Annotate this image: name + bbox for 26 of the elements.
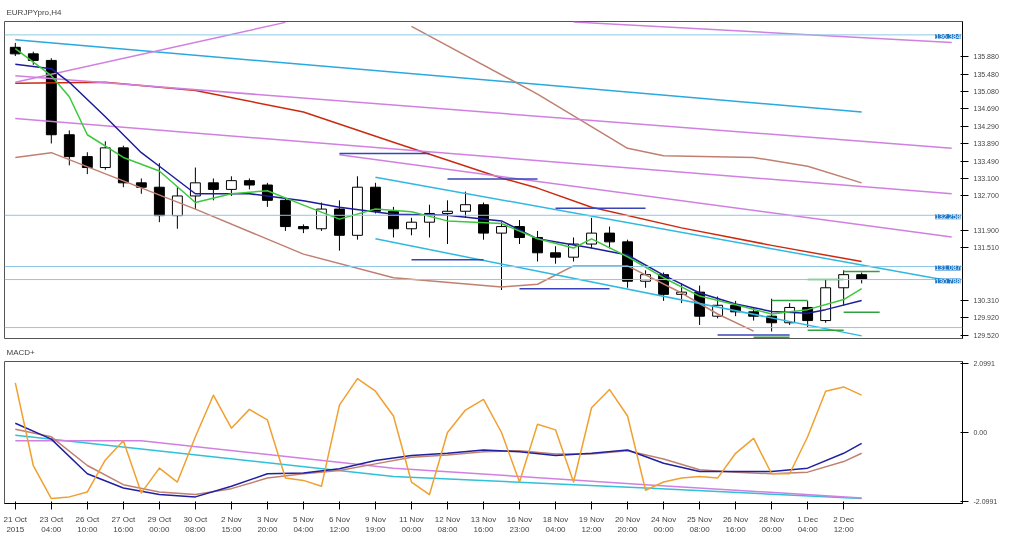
x-tick-label: 26 Oct 10:00 [75,514,100,535]
x-tick-label: 2 Nov 15:00 [220,514,242,535]
x-tick-label: 12 Nov 08:00 [434,514,461,535]
x-tick-label: 6 Nov 12:00 [328,514,350,535]
x-tick-label: 28 Nov 00:00 [758,514,785,535]
x-tick-label: 26 Nov 16:00 [722,514,749,535]
x-tick-label: 20 Nov 20:00 [614,514,641,535]
chart-title: EURJPYpro,H4 [6,7,63,17]
x-tick-label: 1 Dec 04:00 [797,514,819,535]
x-tick-label: 18 Nov 04:00 [542,514,569,535]
x-tick-label: 9 Nov 19:00 [365,514,387,535]
x-tick-label: 11 Nov 00:00 [399,514,424,535]
x-tick-label: 25 Nov 08:00 [686,514,713,535]
x-tick-label: 30 Oct 08:00 [183,514,208,535]
x-tick-label: 29 Oct 00:00 [147,514,172,535]
chart-title: MACD+ [6,347,36,357]
x-tick-label: 13 Nov 16:00 [470,514,497,535]
x-tick-label: 3 Nov 20:00 [256,514,278,535]
x-tick-label: 23 Oct 04:00 [39,514,64,535]
x-tick-label: 2 Dec 12:00 [833,514,855,535]
x-tick-label: 24 Nov 00:00 [650,514,677,535]
x-tick-label: 19 Nov 12:00 [578,514,605,535]
x-tick-label: 16 Nov 23:00 [506,514,533,535]
x-tick-label: 27 Oct 16:00 [111,514,136,535]
x-tick-label: 21 Oct 2015 [3,514,28,535]
x-tick-label: 5 Nov 04:00 [292,514,314,535]
